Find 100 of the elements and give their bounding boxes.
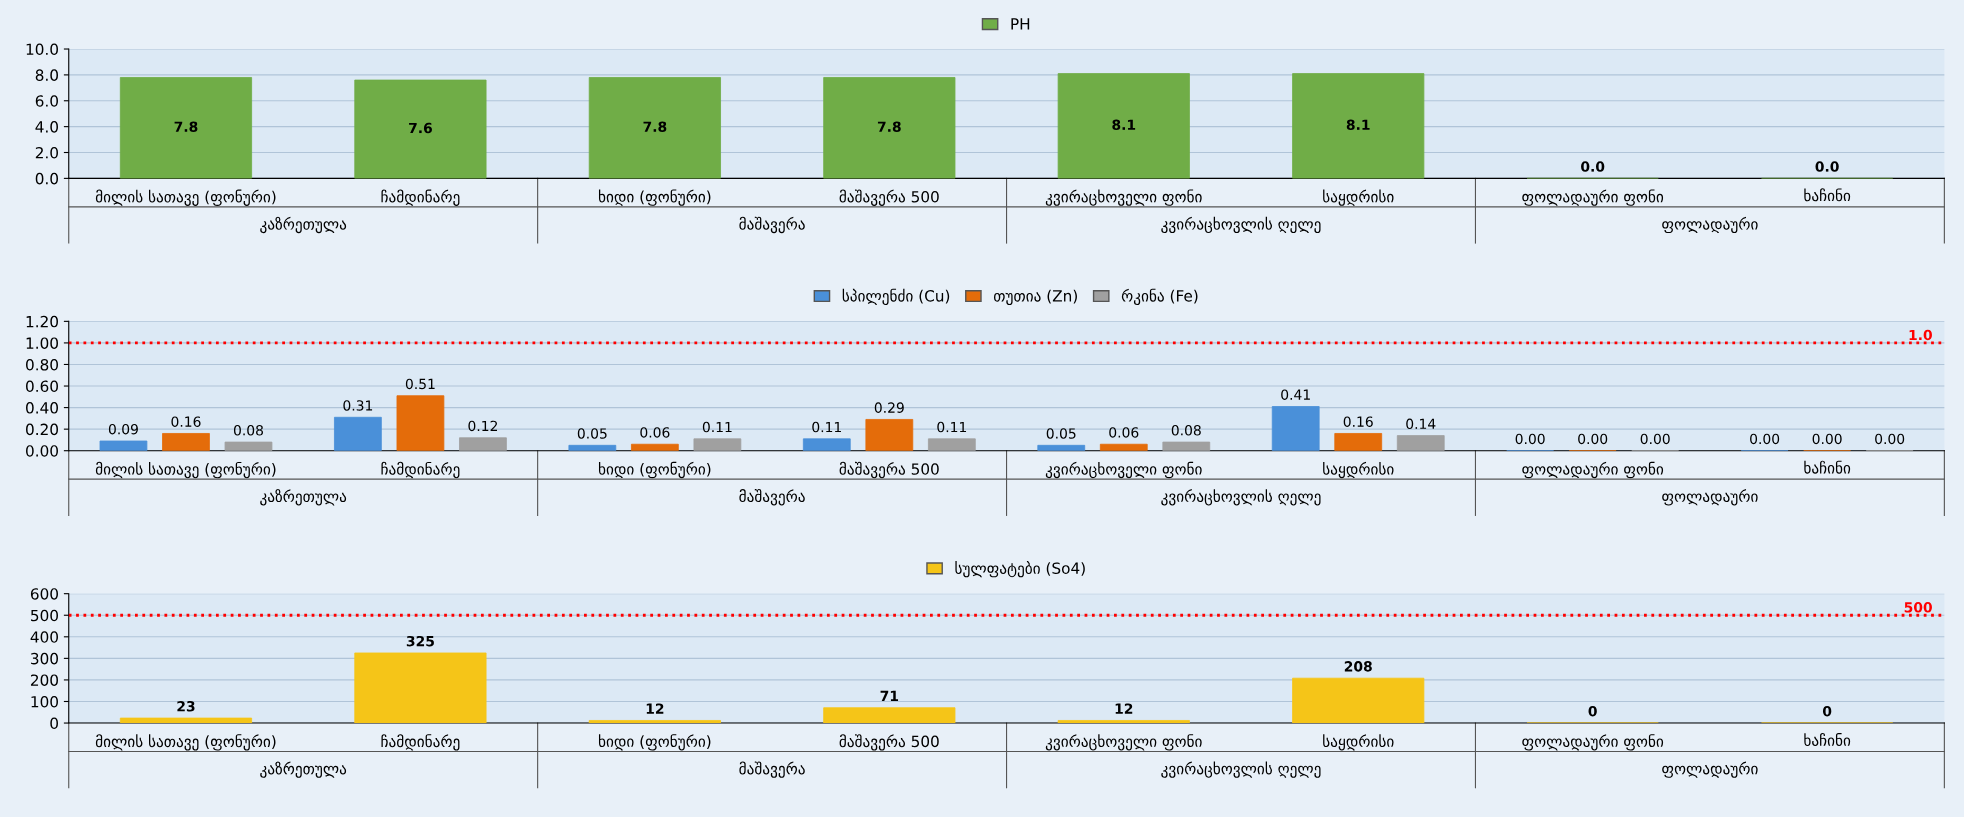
data-label: 0.00 [1875,433,1905,445]
y-tick-label: 1.00 [26,337,58,349]
text: კაზრეთულა [260,216,347,234]
x-tick-label: ფოლადაური ფონი [1522,461,1664,479]
x-tick-label: კვირაცხოველი ფონი [1045,189,1202,206]
data-label: 7.6 [409,122,432,134]
text: კვირაცხოვლის ღელე [1161,761,1321,778]
x-tick-label: ჩამდინარე [381,189,460,206]
x-tick-label: ხაჩინი [1804,188,1851,202]
text: კაზრეთულა [260,761,347,778]
legend-label: PH [1011,18,1030,30]
y-tick-label: 6.0 [35,95,58,107]
y-tick-label: 0.20 [26,423,58,436]
data-label: 7.8 [643,121,667,132]
data-label: 0.00 [1578,433,1608,445]
y-tick-label: 0.0 [35,172,58,185]
data-label: 0.11 [937,421,967,433]
x-tick-label: მაშავერა 500 [839,189,939,206]
y-tick-label: 4.0 [35,121,58,133]
data-label: 0.14 [1406,418,1436,430]
data-label: 208 [1344,661,1372,672]
y-tick-label: 100 [31,695,58,708]
y-tick-label: 500 [31,609,58,622]
data-label: 0.16 [171,416,201,427]
data-label: 0.00 [1640,433,1670,445]
data-label: 0.51 [405,378,435,390]
x-tick-label: ხაჩინი [1804,460,1851,474]
x-tick-label: ხიდი (ფონური) [598,461,711,479]
data-label: 0.05 [577,428,607,439]
text: მაშავერა [739,489,805,506]
y-tick-label: 0.60 [26,380,58,393]
x-tick-label: მილის სათავე (ფონური) [95,461,276,479]
y-tick-label: 0.80 [26,358,58,371]
data-label: 0.00 [1812,433,1842,445]
data-label: 0.11 [702,421,732,433]
legend-label: თუთია (Zn) [994,289,1077,306]
text: ფოლადაური [1662,489,1758,506]
data-label: 0.06 [1109,427,1139,438]
data-label: 0 [1588,705,1597,717]
data-label: 0.09 [108,423,138,435]
y-tick-label: 8.0 [35,69,58,81]
data-label: 0.08 [1171,425,1201,436]
x-tick-label: საყდრისი [1323,734,1394,751]
x-tick-label: ჩამდინარე [381,461,460,479]
data-label: 8.1 [1346,119,1370,131]
y-tick-label: 2.0 [35,146,58,159]
data-label: 0.08 [233,425,263,436]
x-tick-label: ფოლადაური ფონი [1522,734,1664,751]
x-tick-label: კვირაცხოველი ფონი [1045,461,1202,479]
x-tick-label: ხიდი (ფონური) [598,734,711,751]
text: კვირაცხოვლის ღელე [1161,489,1321,506]
x-tick-label: კვირაცხოველი ფონი [1045,734,1202,751]
x-tick-label: ჩამდინარე [381,734,460,751]
data-label: 7.8 [877,121,901,132]
data-label: 0.29 [874,402,904,413]
text: კაზრეთულა [260,489,347,506]
data-label: 0.31 [343,400,373,411]
data-label: 0.0 [1815,161,1839,172]
data-label: 7.8 [174,121,198,132]
data-label: 0.12 [468,420,498,432]
data-label: 0.00 [1515,433,1545,445]
legend-label: სპილენძი (Cu) [842,288,950,306]
text: ფოლადაური [1662,761,1758,778]
ref-line-label: 500 [1904,602,1932,613]
data-label: 23 [177,701,195,712]
data-label: 8.1 [1112,119,1136,131]
x-tick-label: მილის სათავე (ფონური) [95,734,276,751]
y-tick-label: 0 [50,717,58,730]
y-tick-label: 0.00 [26,445,58,457]
x-tick-label: საყდრისი [1323,461,1394,479]
legend-label: სულფატები (So4) [955,560,1085,578]
text: მაშავერა [739,216,805,234]
text: ფოლადაური [1662,216,1758,234]
data-label: 0 [1822,705,1832,717]
data-label: 0.11 [812,421,841,433]
data-label: 0.06 [640,427,670,438]
data-label: 12 [646,703,664,714]
x-tick-label: მილის სათავე (ფონური) [95,189,276,206]
x-tick-label: ფოლადაური ფონი [1522,189,1664,206]
data-label: 0.41 [1281,389,1310,400]
ref-line-label: 1.0 [1909,329,1932,341]
x-tick-label: მაშავერა 500 [839,461,939,479]
x-tick-label: საყდრისი [1323,189,1394,206]
data-label: 325 [406,635,434,647]
data-label: 71 [880,690,899,701]
text: მაშავერა [739,761,805,778]
data-label: 12 [1115,703,1133,714]
y-tick-label: 1.20 [26,315,58,328]
x-tick-label: ხიდი (ფონური) [598,189,711,206]
y-tick-label: 400 [30,631,58,643]
data-label: 0.16 [1343,416,1373,427]
y-tick-label: 200 [30,674,58,686]
legend-label: რკინა (Fe) [1121,288,1198,306]
x-tick-label: ხაჩინი [1804,732,1851,746]
x-tick-label: მაშავერა 500 [839,734,939,751]
data-label: 0.05 [1046,428,1076,439]
data-label: 0.00 [1750,433,1780,445]
y-tick-label: 0.40 [26,402,58,414]
y-tick-label: 600 [30,588,58,600]
y-tick-label: 10.0 [26,43,58,56]
